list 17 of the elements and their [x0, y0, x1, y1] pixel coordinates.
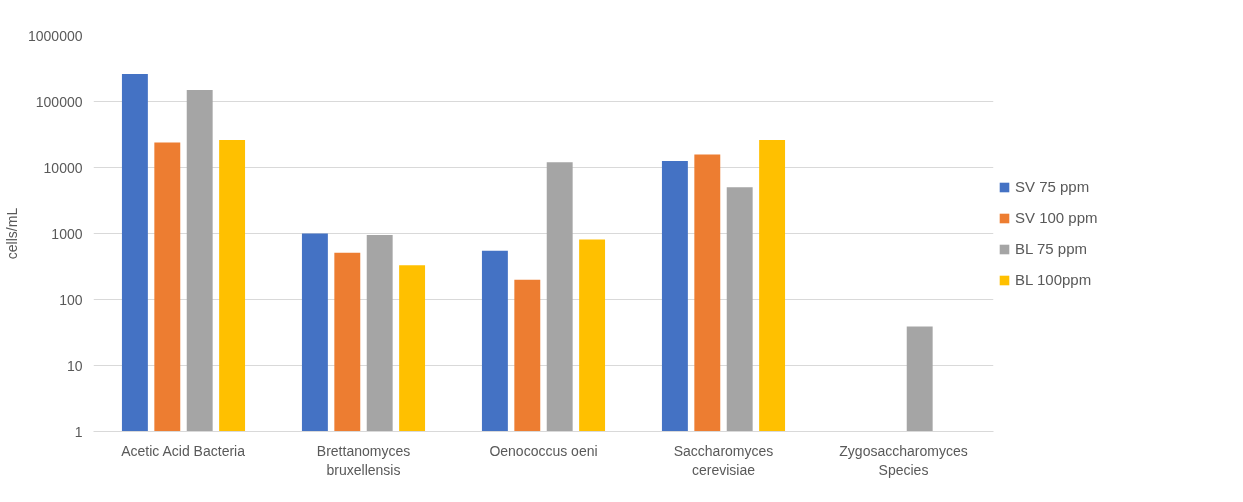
y-axis-title: cells/mL — [4, 207, 20, 260]
legend-label: BL 75 ppm — [1015, 240, 1087, 257]
legend-label: SV 75 ppm — [1015, 178, 1090, 195]
y-tick-label: 1 — [74, 423, 83, 440]
x-tick-label: Brettanomyces bruxellensis — [316, 442, 411, 478]
x-tick-label: Zygosaccharomyces Species — [839, 442, 968, 478]
y-tick-label: 10000 — [43, 159, 83, 176]
legend-label: SV 100 ppm — [1015, 209, 1098, 226]
x-tick-label: Saccharomyces cerevisiae — [673, 442, 774, 478]
y-tick-label: 10 — [66, 357, 83, 374]
x-tick-label: Acetic Acid Bacteria — [121, 442, 246, 459]
legend-label: BL 100ppm — [1015, 271, 1092, 288]
y-tick-label: 1000 — [51, 225, 83, 242]
x-tick-label: Oenococcus oeni — [489, 442, 598, 459]
y-tick-label: 1000000 — [28, 27, 83, 44]
y-tick-label: 100000 — [35, 93, 83, 110]
y-tick-label: 100 — [59, 291, 83, 308]
